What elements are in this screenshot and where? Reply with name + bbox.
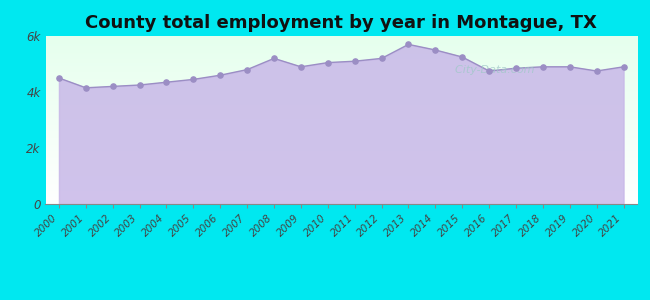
Point xyxy=(484,69,494,74)
Point xyxy=(242,67,252,72)
Point xyxy=(135,82,145,87)
Point xyxy=(296,64,306,69)
Point xyxy=(81,85,91,90)
Title: County total employment by year in Montague, TX: County total employment by year in Monta… xyxy=(85,14,597,32)
Point xyxy=(161,80,172,85)
Point xyxy=(538,64,548,69)
Point xyxy=(565,64,575,69)
Point xyxy=(269,56,280,61)
Point xyxy=(215,73,226,78)
Point xyxy=(592,69,602,74)
Point xyxy=(403,42,413,47)
Point xyxy=(376,56,387,61)
Point xyxy=(188,77,198,82)
Point xyxy=(322,60,333,65)
Point xyxy=(350,59,360,64)
Point xyxy=(511,66,521,70)
Point xyxy=(107,84,118,89)
Point xyxy=(54,76,64,80)
Point xyxy=(618,64,629,69)
Point xyxy=(430,48,441,52)
Point xyxy=(457,55,467,59)
Text: City-Data.com: City-Data.com xyxy=(448,64,534,75)
